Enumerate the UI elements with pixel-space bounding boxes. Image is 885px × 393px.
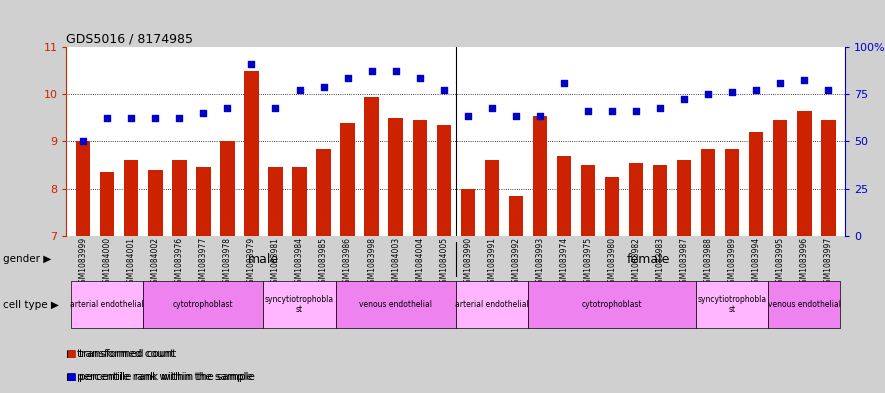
Text: cytotrophoblast: cytotrophoblast [173, 300, 234, 309]
Point [341, 75, 355, 81]
Point [268, 105, 282, 112]
Bar [797, 111, 812, 236]
Bar [629, 163, 643, 236]
Text: venous endothelial: venous endothelial [359, 300, 432, 309]
Point [605, 108, 620, 114]
Bar [173, 160, 187, 236]
Point [485, 105, 499, 112]
Bar [124, 160, 138, 236]
Bar [696, 281, 768, 328]
Bar [653, 165, 667, 236]
Text: syncytiotrophobla
st: syncytiotrophobla st [265, 295, 335, 314]
Point [750, 86, 764, 93]
Text: ■: ■ [66, 372, 76, 382]
Point [533, 112, 547, 119]
Point [412, 75, 427, 81]
Text: ■: ■ [66, 349, 76, 359]
Bar [533, 116, 547, 236]
Text: syncytiotrophobla
st: syncytiotrophobla st [697, 295, 766, 314]
Bar [100, 172, 114, 236]
Point [509, 112, 523, 119]
Bar [821, 120, 835, 236]
Point [196, 110, 211, 116]
Bar [677, 160, 691, 236]
Bar [335, 281, 456, 328]
Point [629, 108, 643, 114]
Point [725, 89, 739, 95]
Point [821, 86, 835, 93]
Point [76, 138, 90, 145]
Bar [701, 149, 715, 236]
Bar [485, 160, 499, 236]
Bar [244, 71, 258, 236]
Bar [725, 149, 739, 236]
Text: percentile rank within the sample: percentile rank within the sample [77, 372, 253, 382]
Point [220, 105, 235, 112]
Point [244, 61, 258, 67]
Text: ■ transformed count: ■ transformed count [66, 349, 177, 359]
Bar [71, 281, 143, 328]
Text: transformed count: transformed count [77, 349, 174, 359]
Bar [436, 125, 451, 236]
Bar [196, 167, 211, 236]
Text: venous endothelial: venous endothelial [768, 300, 841, 309]
Bar [604, 177, 620, 236]
Point [317, 84, 331, 90]
Point [148, 115, 162, 121]
Bar [341, 123, 355, 236]
Bar [456, 281, 527, 328]
Bar [412, 120, 427, 236]
Text: cell type ▶: cell type ▶ [3, 299, 58, 310]
Bar [264, 281, 335, 328]
Bar [527, 281, 696, 328]
Point [124, 115, 138, 121]
Point [701, 91, 715, 97]
Text: cytotrophoblast: cytotrophoblast [581, 300, 643, 309]
Text: arterial endothelial: arterial endothelial [71, 300, 144, 309]
Point [365, 68, 379, 74]
Point [292, 86, 306, 93]
Bar [749, 132, 764, 236]
Point [773, 79, 788, 86]
Text: gender ▶: gender ▶ [3, 254, 51, 264]
Point [461, 112, 475, 119]
Bar [292, 167, 307, 236]
Bar [768, 281, 841, 328]
Point [581, 108, 595, 114]
Text: male: male [248, 253, 279, 266]
Point [173, 115, 187, 121]
Bar [316, 149, 331, 236]
Bar [148, 170, 163, 236]
Point [653, 105, 667, 112]
Bar [557, 156, 571, 236]
Point [389, 68, 403, 74]
Point [797, 77, 812, 83]
Text: GDS5016 / 8174985: GDS5016 / 8174985 [66, 33, 194, 46]
Bar [581, 165, 596, 236]
Bar [220, 141, 235, 236]
Point [557, 79, 571, 86]
Bar [76, 141, 90, 236]
Point [100, 115, 114, 121]
Bar [268, 167, 282, 236]
Text: arterial endothelial: arterial endothelial [455, 300, 528, 309]
Text: ■ percentile rank within the sample: ■ percentile rank within the sample [66, 372, 255, 382]
Text: female: female [627, 253, 670, 266]
Point [677, 96, 691, 102]
Point [436, 86, 450, 93]
Bar [365, 97, 379, 236]
Bar [773, 120, 788, 236]
Bar [460, 189, 475, 236]
Bar [389, 118, 403, 236]
Bar [509, 196, 523, 236]
Bar [143, 281, 264, 328]
